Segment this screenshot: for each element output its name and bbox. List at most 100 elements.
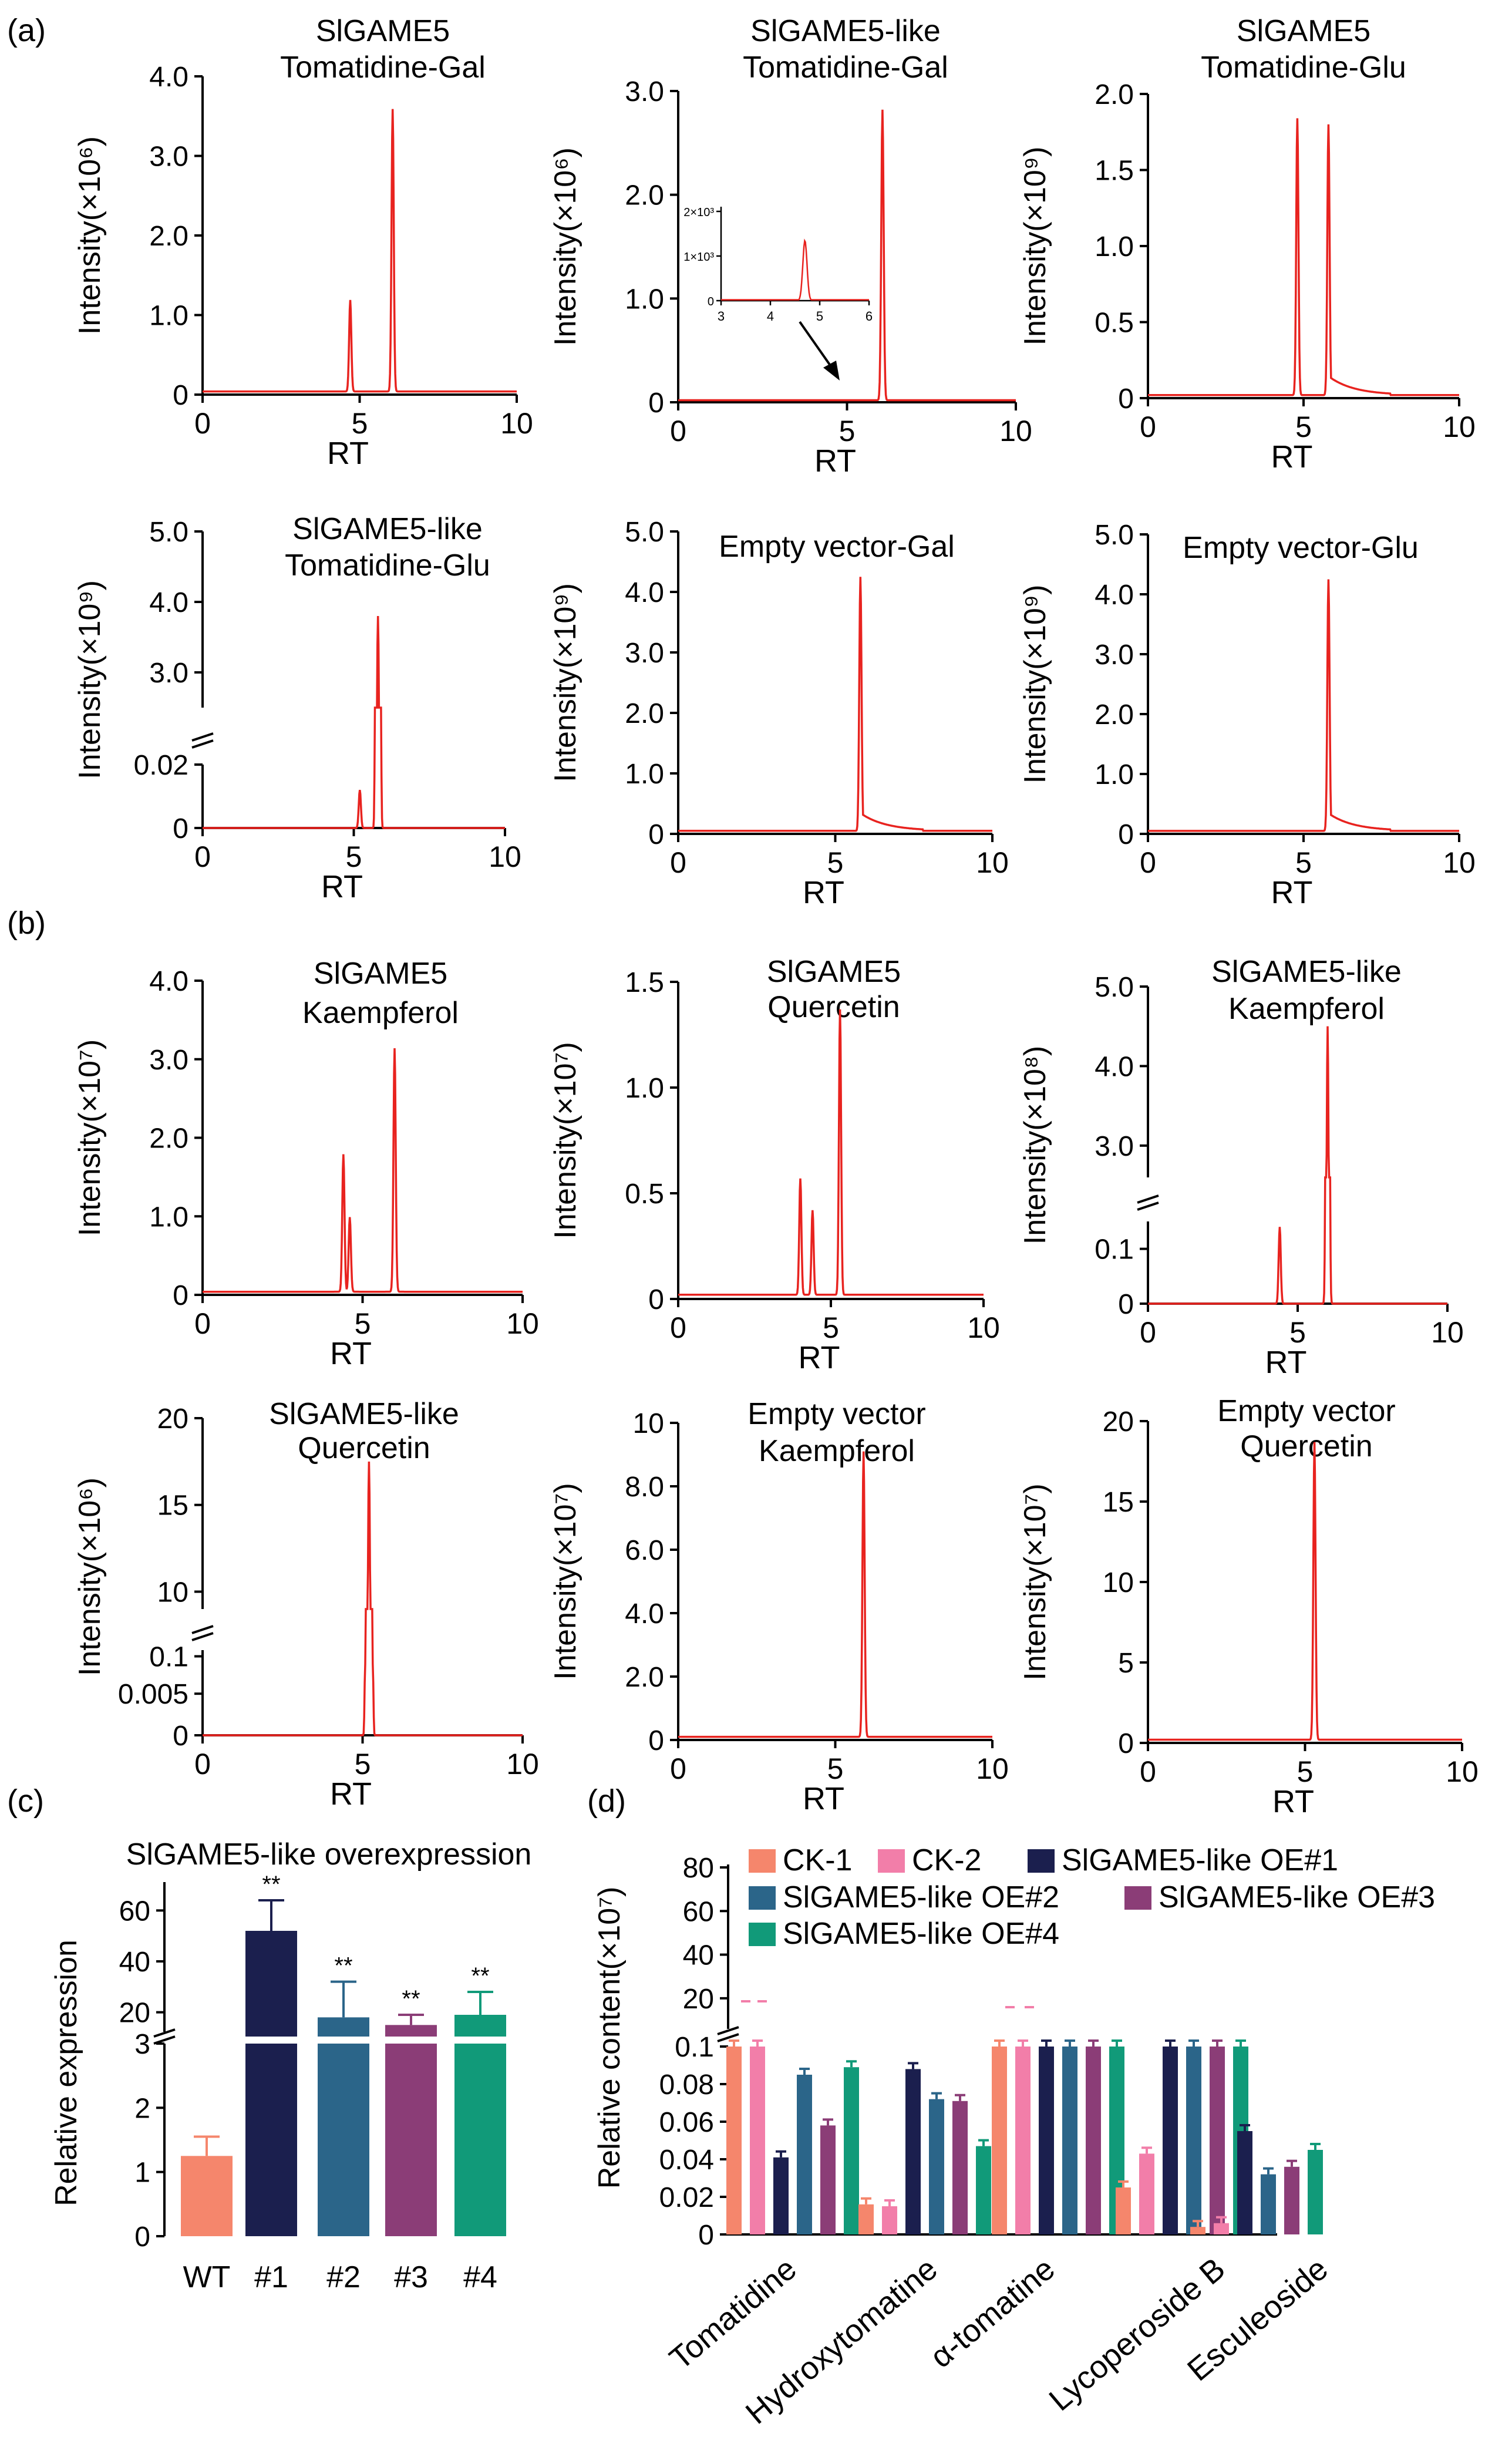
y-tick-label: 0: [698, 2220, 714, 2251]
y-tick-label: 0: [648, 1725, 664, 1756]
y-axis-label: Intensity(×10⁶): [73, 136, 107, 335]
chart-title: Quercetin: [1240, 1429, 1372, 1463]
y-axis-label: Intensity(×10⁹): [73, 580, 107, 779]
x-tick-label: 0: [194, 1748, 211, 1781]
x-tick-label: 5: [1295, 410, 1312, 443]
x-tick-label: 5: [1297, 1755, 1314, 1788]
chart-title: Empty vector-Gal: [719, 530, 955, 564]
x-axis-label: RT: [798, 1340, 840, 1375]
y-axis-label: Intensity(×10⁹): [1018, 147, 1052, 346]
legend-label: SlGAME5-like OE#3: [1159, 1880, 1435, 1914]
y-axis-label: Intensity(×10⁷): [73, 1039, 107, 1236]
y-axis-label: Relative content(×10⁷): [592, 1887, 627, 2189]
x-axis-label: RT: [814, 443, 856, 479]
x-tick-label: 5: [823, 1311, 839, 1344]
bar: [976, 2146, 991, 2234]
x-tick-label: 10: [976, 846, 1009, 879]
y-tick-label: 5.0: [1095, 520, 1134, 551]
inset-x-tick-label: 5: [816, 309, 823, 324]
legend-label: SlGAME5-like OE#2: [783, 1880, 1059, 1914]
y-tick-label: 0: [173, 380, 188, 411]
x-tick-label: Lycoperoside B: [1043, 2251, 1232, 2418]
legend-swatch: [1028, 1849, 1055, 1873]
y-tick-label: 5.0: [1095, 972, 1134, 1003]
panel-label-d: (d): [587, 1783, 626, 1819]
x-tick-label: #2: [326, 2260, 361, 2294]
trace-line: [1148, 579, 1459, 832]
chart-title: SlGAME5: [767, 955, 901, 989]
chart-title: Tomatidine-Glu: [1201, 51, 1406, 85]
inset-arrow-head: [823, 361, 840, 381]
x-tick-label: 5: [1289, 1316, 1306, 1349]
inset-y-tick-label: 0: [708, 295, 714, 308]
y-tick-label: 0.1: [1095, 1234, 1134, 1265]
x-tick-label: 10: [1431, 1316, 1464, 1349]
y-tick-label: 1.0: [625, 759, 664, 790]
chart-title: Kaempferol: [302, 996, 459, 1030]
inset-y-tick-label: 2×10³: [683, 206, 714, 219]
bar: [454, 2015, 506, 2038]
x-tick-label: WT: [183, 2260, 231, 2294]
y-tick-label: 20: [1103, 1406, 1134, 1438]
bar: [1261, 2174, 1276, 2234]
significance-mark: **: [402, 1986, 420, 2012]
y-axis-label: Intensity(×10⁷): [548, 1483, 582, 1679]
y-axis-label: Intensity(×10⁹): [1018, 585, 1052, 784]
y-tick-label: 1.5: [1095, 156, 1134, 187]
bar: [797, 2075, 812, 2234]
y-tick-label: 1.0: [625, 284, 664, 315]
chart-title: SlGAME5: [314, 957, 447, 991]
x-tick-label: 5: [1295, 846, 1312, 879]
bar: [952, 2101, 968, 2234]
x-tick-label: 0: [194, 407, 211, 440]
y-tick-label: 0.02: [659, 2182, 714, 2213]
bar: [1062, 2047, 1077, 2234]
y-tick-label: 0.02: [134, 750, 188, 781]
bar: [1308, 2150, 1323, 2234]
inset-trace-line: [721, 238, 869, 301]
bar: [1237, 2131, 1252, 2234]
x-tick-label: 5: [346, 840, 362, 873]
x-tick-label: 10: [506, 1748, 539, 1781]
y-axis-label: Intensity(×10⁸): [1018, 1046, 1052, 1244]
legend-label: SlGAME5-like OE#4: [783, 1917, 1059, 1951]
y-tick-label: 0.1: [149, 1642, 188, 1673]
y-tick-label: 1.0: [149, 1201, 188, 1233]
x-tick-label: 10: [500, 407, 533, 440]
legend-label: CK-1: [783, 1843, 852, 1877]
y-tick-label: 10: [1103, 1567, 1134, 1598]
y-tick-label: 20: [157, 1403, 188, 1435]
y-tick-label: 1: [134, 2158, 150, 2189]
x-tick-label: 0: [670, 1752, 686, 1785]
x-tick-label: 0: [1140, 1755, 1156, 1788]
chart-b1: SlGAME5 Kaempferol 0 1.0 2.0 3.0 4.0 0 5 10 RT Inte…: [73, 957, 539, 1371]
bar: [905, 2069, 921, 2234]
bar: [750, 2047, 765, 2234]
x-tick-label: 0: [194, 1307, 211, 1340]
trace-line: [203, 109, 517, 393]
x-axis-label: RT: [1271, 875, 1312, 910]
y-tick-label: 1.0: [1095, 231, 1134, 262]
y-tick-label: 0.06: [659, 2107, 714, 2138]
legend-swatch: [878, 1849, 905, 1873]
x-tick-label: 10: [1443, 410, 1476, 443]
x-tick-label: 10: [489, 840, 521, 873]
y-tick-label: 0.5: [1095, 308, 1134, 339]
bar: [1116, 2187, 1131, 2234]
y-tick-label: 4.0: [149, 62, 188, 93]
x-tick-label: #1: [254, 2260, 288, 2294]
y-tick-label: 1.0: [149, 301, 188, 332]
y-tick-label: 2.0: [149, 221, 188, 252]
x-tick-label: 5: [827, 846, 844, 879]
y-tick-label: 0: [134, 2222, 150, 2253]
y-tick-label: 10: [633, 1408, 664, 1439]
y-tick-label: 0.005: [118, 1679, 188, 1710]
y-tick-label: 5: [1118, 1648, 1134, 1679]
x-axis-label: RT: [1271, 439, 1312, 474]
y-axis-label: Intensity(×10⁷): [548, 1042, 582, 1238]
